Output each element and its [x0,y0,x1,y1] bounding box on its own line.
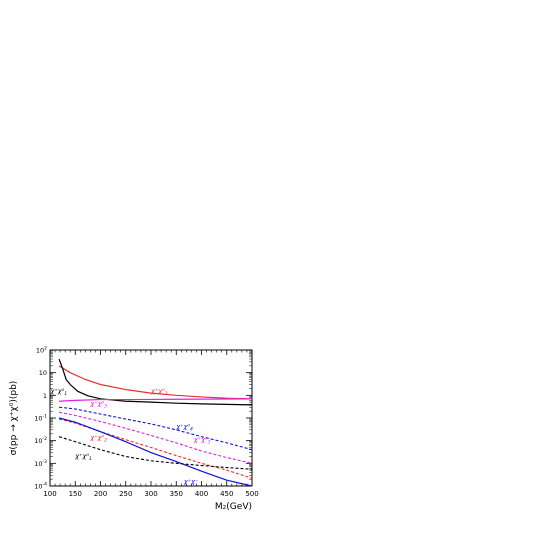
annotation-subscript: 2 [165,391,168,397]
y-tick-label: 10-3 [34,459,47,468]
annotation-base: χ⁺χ⁰ [175,422,190,430]
y-tick-label: 10 [39,369,47,377]
annotation-subscript: 4 [190,426,193,432]
y-tick-base: 10 [34,483,42,491]
y-tick-label: 10-2 [34,436,47,445]
x-tick-label: 450 [220,490,233,498]
annotation-base: χ⁺χ⁰ [50,387,65,395]
plot-frame [49,349,253,487]
annotation-subscript: 2 [104,438,107,444]
axes-layer: 100 150 200 250 300 350 400 450 50010210110-110-… [9,346,259,513]
annotation-base: χ⁺χ⁰ [89,434,104,442]
x-tick-label: 400 [195,490,208,498]
annotation-base: χ⁺χ⁰ [150,387,165,395]
y-tick-base: 10 [36,347,44,355]
x-axis-label: M₂(GeV) [215,502,252,512]
y-tick-label: 10-4 [34,482,47,491]
y-tick-exponent: -1 [43,414,48,420]
x-tick-label: 150 [69,490,82,498]
series-line-blue-solid [58,417,253,487]
label-blue-dashed: χ⁺χ⁰4 [175,422,193,432]
label-red-dashed: χ⁺χ⁰2 [89,434,107,444]
annotation-subscript: 3 [208,440,211,446]
y-tick-base: 1 [43,392,47,400]
y-tick-exponent: -4 [43,482,48,488]
label-blue-solid: χ⁺χ⁻ [183,477,199,485]
annotation-subscript: 3 [104,404,107,410]
series-line-magenta-solid [59,398,253,402]
y-tick-base: 10 [34,460,42,468]
series-line-red-dashed [58,418,253,479]
label-magenta-solid: χ⁺χ⁰3 [89,400,107,410]
series-line-magenta-dashed [58,411,253,464]
y-axis-label: σ(pp → χ⁺χ⁰)(pb) [9,381,19,456]
y-tick-label: 10-1 [34,414,47,423]
y-tick-exponent: 2 [44,346,47,352]
series-line-red-solid [58,365,253,400]
series-line-black-solid-upper [58,358,253,406]
y-tick-base: 10 [34,415,42,423]
x-tick-label: 300 [144,490,157,498]
x-tick-label: 350 [170,490,183,498]
y-tick-exponent: -3 [43,459,48,465]
annotation-base: χ⁺χ⁰ [74,452,89,460]
y-tick-exponent: -2 [43,436,48,442]
label-black-dashed: χ⁺χ⁰1 [74,452,92,462]
series-line-blue-dashed [59,406,253,451]
x-tick-label: 250 [119,490,132,498]
series-line-black-dashed [58,436,253,470]
label-black-solid: χ⁺χ⁰1 [50,387,68,397]
label-magenta-dashed: χ⁺χ⁰3 [193,436,211,446]
x-tick-label: 500 [245,490,258,498]
y-tick-label: 1 [43,392,47,400]
x-axis-label-text: M₂(GeV) [215,502,252,512]
annotation-base: χ⁺χ⁻ [183,477,199,485]
series-layer [58,358,253,487]
annotation-subscript: 1 [89,456,92,462]
x-tick-label: 200 [94,490,107,498]
y-tick-base: 10 [34,437,42,445]
y-tick-base: 10 [39,369,47,377]
annotation-base: χ⁺χ⁰ [89,400,104,408]
annotation-base: χ⁺χ⁰ [193,436,208,444]
annotation-subscript: 1 [64,391,67,397]
label-red-solid: χ⁺χ⁰2 [150,387,168,397]
x-tick-label: 100 [43,490,56,498]
y-tick-label: 102 [36,346,47,355]
